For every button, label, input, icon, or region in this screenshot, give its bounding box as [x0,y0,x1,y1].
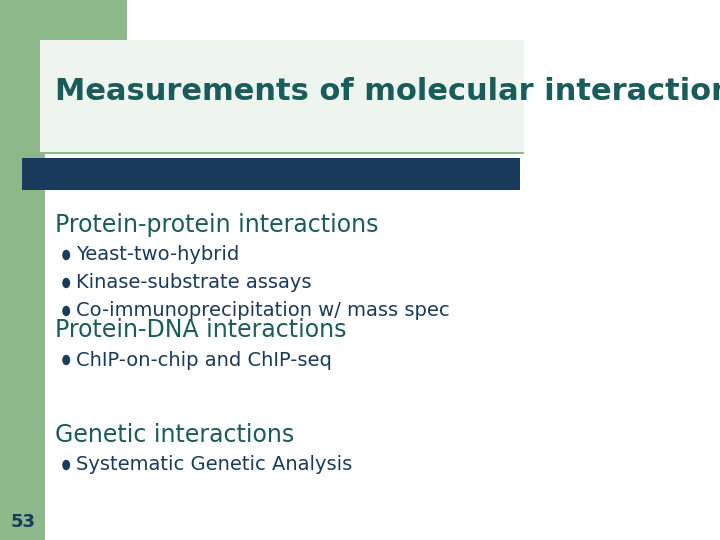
Text: Systematic Genetic Analysis: Systematic Genetic Analysis [76,456,353,475]
Text: Co-immunoprecipitation w/ mass spec: Co-immunoprecipitation w/ mass spec [76,301,450,321]
Text: Protein-protein interactions: Protein-protein interactions [55,213,378,237]
Bar [0,0,127,110]
Text: Measurements of molecular interactions: Measurements of molecular interactions [55,78,720,106]
Circle shape [63,279,70,287]
Circle shape [63,251,70,260]
Text: ChIP-on-chip and ChIP-seq: ChIP-on-chip and ChIP-seq [76,350,332,369]
Bar [40,40,524,152]
Bar [0,0,45,540]
Text: Genetic interactions: Genetic interactions [55,423,294,447]
Circle shape [63,355,70,364]
Text: 53: 53 [11,513,36,531]
Circle shape [63,461,70,469]
Text: Yeast-two-hybrid: Yeast-two-hybrid [76,246,240,265]
Bar [22,158,521,190]
Circle shape [63,307,70,315]
Text: Kinase-substrate assays: Kinase-substrate assays [76,273,312,293]
Text: Protein-DNA interactions: Protein-DNA interactions [55,318,346,342]
